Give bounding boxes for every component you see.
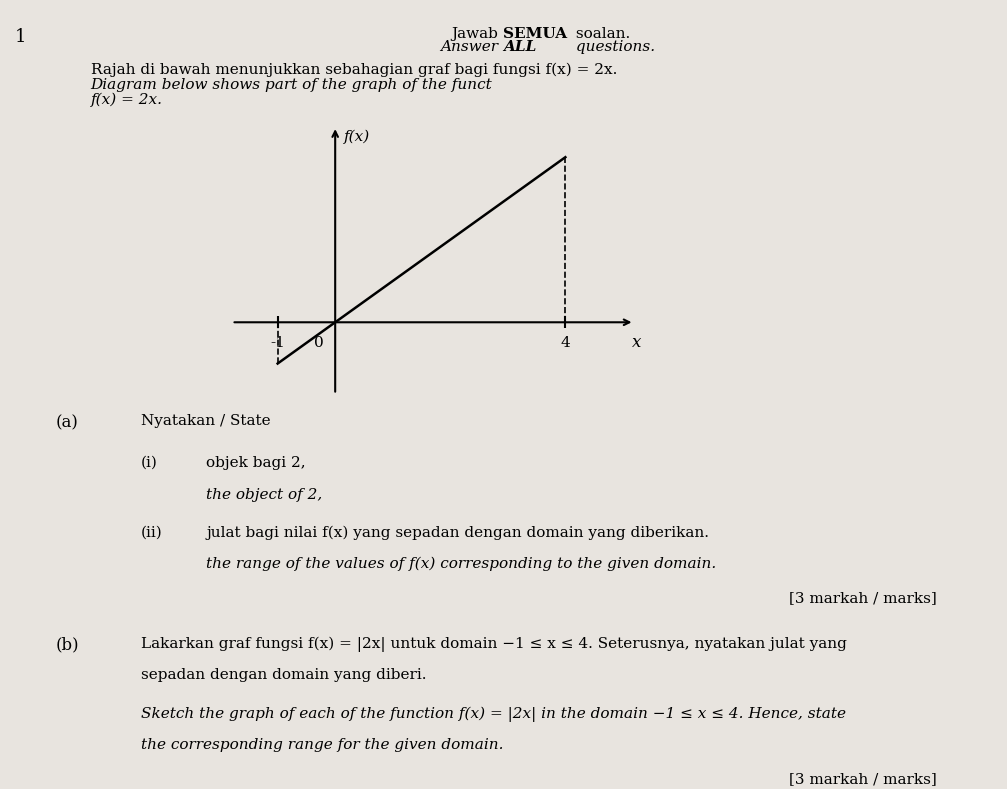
Text: Diagram below shows part of the graph of the funct: Diagram below shows part of the graph of…	[91, 78, 492, 92]
Text: f(x) = 2x.: f(x) = 2x.	[91, 92, 162, 107]
Text: 1: 1	[15, 28, 26, 46]
Text: Lakarkan graf fungsi f(x) = |2x| untuk domain −1 ≤ x ≤ 4. Seterusnya, nyatakan j: Lakarkan graf fungsi f(x) = |2x| untuk d…	[141, 637, 847, 653]
Text: sepadan dengan domain yang diberi.: sepadan dengan domain yang diberi.	[141, 668, 427, 682]
Text: (i): (i)	[141, 456, 158, 470]
Text: 4: 4	[561, 335, 570, 350]
Text: f(x): f(x)	[343, 129, 370, 144]
Text: the corresponding range for the given domain.: the corresponding range for the given do…	[141, 738, 504, 752]
Text: -1: -1	[270, 335, 285, 350]
Text: Sketch the graph of each of the function f(x) = |2x| in the domain −1 ≤ x ≤ 4. H: Sketch the graph of each of the function…	[141, 706, 846, 722]
Text: x: x	[631, 334, 640, 350]
Text: the range of the values of f(x) corresponding to the given domain.: the range of the values of f(x) correspo…	[206, 557, 717, 571]
Text: objek bagi 2,: objek bagi 2,	[206, 456, 306, 470]
Text: julat bagi nilai f(x) yang sepadan dengan domain yang diberikan.: julat bagi nilai f(x) yang sepadan denga…	[206, 525, 710, 540]
Text: 0: 0	[314, 335, 324, 350]
Text: Rajah di bawah menunjukkan sebahagian graf bagi fungsi f(x) = 2x.: Rajah di bawah menunjukkan sebahagian gr…	[91, 62, 617, 77]
Text: [3 markah / marks]: [3 markah / marks]	[788, 591, 937, 605]
Text: Nyatakan / State: Nyatakan / State	[141, 414, 271, 428]
Text: SEMUA: SEMUA	[504, 27, 568, 41]
Text: the object of 2,: the object of 2,	[206, 488, 322, 502]
Text: ALL: ALL	[504, 40, 537, 54]
Text: Answer: Answer	[441, 40, 504, 54]
Text: [3 markah / marks]: [3 markah / marks]	[788, 772, 937, 786]
Text: (ii): (ii)	[141, 525, 163, 540]
Text: (a): (a)	[55, 414, 79, 432]
Text: (b): (b)	[55, 637, 79, 654]
Text: questions.: questions.	[571, 40, 656, 54]
Text: Jawab: Jawab	[452, 27, 504, 41]
Text: soalan.: soalan.	[571, 27, 630, 41]
